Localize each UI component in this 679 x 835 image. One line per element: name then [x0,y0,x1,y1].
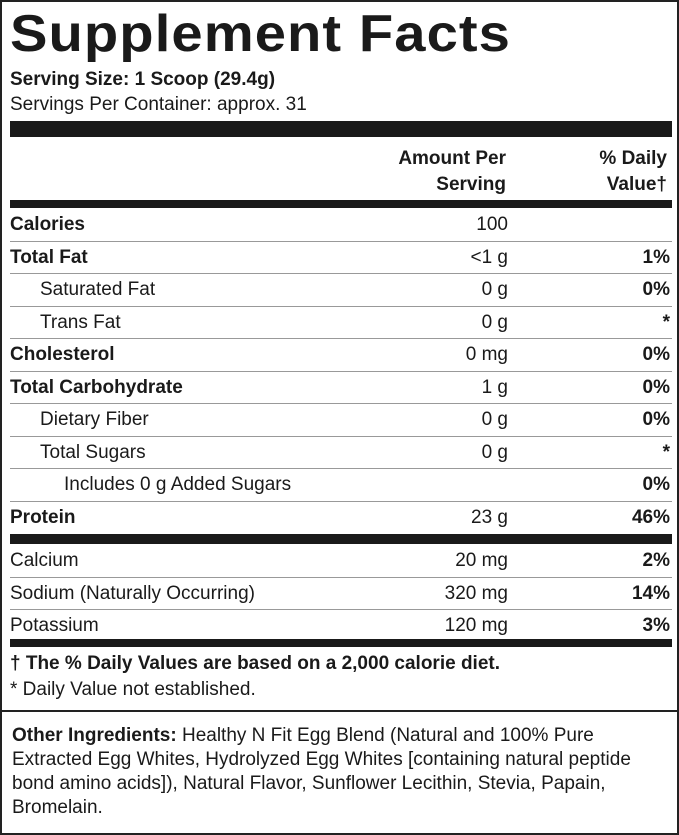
nutrient-amount: 100 [476,214,508,235]
nutrient-row: Sodium (Naturally Occurring) 320 mg 14% [10,578,672,610]
nutrient-amount: 1 g [481,376,508,398]
thick-divider [10,534,672,544]
nutrient-daily-value: 2% [642,550,670,571]
nutrient-name: Saturated Fat [40,279,156,300]
nutrient-row: Dietary Fiber 0 g 0% [10,404,672,437]
nutrient-row: Calcium 20 mg 2% [10,545,672,578]
nutrient-row: Total Carbohydrate 1 g 0% [10,372,672,404]
nutrient-amount: 0 mg [465,344,508,365]
amount-header-line1: Amount Per [398,148,506,169]
nutrient-name: Protein [10,506,76,528]
supplement-facts-panel: Supplement Facts Serving Size: 1 Scoop (… [0,0,679,712]
nutrient-daily-value: 46% [631,506,670,528]
nutrient-amount: 20 mg [455,550,508,571]
nutrient-row: Saturated Fat 0 g 0% [10,274,672,307]
nutrient-row: Trans Fat 0 g * [10,307,672,339]
other-ingredients: Other Ingredients: Healthy N Fit Egg Ble… [0,712,679,835]
nutrient-daily-value: 1% [642,246,670,268]
nutrient-name: Total Sugars [40,441,146,463]
nutrient-daily-value: 3% [642,615,670,636]
dv-header-line2: Value† [606,174,667,195]
serving-size: Serving Size: 1 Scoop (29.4g) [10,69,276,90]
nutrient-amount: 320 mg [444,582,508,604]
nutrient-name: Trans Fat [40,311,121,333]
nutrient-row: Calories 100 [10,209,672,242]
nutrient-daily-value: 0% [642,376,670,398]
nutrient-amount: 120 mg [444,615,508,636]
nutrient-name: Cholesterol [10,344,115,365]
nutrient-amount: 23 g [471,506,508,528]
nutrient-amount: 0 g [481,279,508,300]
daily-value-footnote: † The % Daily Values are based on a 2,00… [10,653,501,674]
thick-divider [10,639,672,647]
panel-title: Supplement Facts [10,5,511,63]
dv-header: % Daily Value† [599,146,667,198]
nutrient-name: Potassium [10,615,99,636]
servings-per-container: Servings Per Container: approx. 31 [10,94,307,115]
nutrient-row: Potassium 120 mg 3% [10,610,672,643]
amount-header: Amount Per Serving [398,146,506,198]
nutrient-amount: 0 g [481,409,508,430]
amount-header-line2: Serving [436,174,506,195]
other-ingredients-text: Healthy N Fit Egg Blend (Natural and 100… [12,725,631,818]
not-established-footnote: * Daily Value not established. [10,679,256,700]
nutrient-daily-value: 0% [642,279,670,300]
nutrient-daily-value: 0% [642,344,670,365]
nutrient-row: Cholesterol 0 mg 0% [10,339,672,372]
other-ingredients-label: Other Ingredients: [12,725,177,746]
nutrient-row: Total Fat <1 g 1% [10,242,672,274]
nutrient-daily-value: 0% [642,474,670,495]
nutrient-daily-value: 0% [642,409,670,430]
nutrient-name: Total Fat [10,246,88,268]
nutrient-name: Calcium [10,550,79,571]
nutrient-name: Calories [10,214,85,235]
nutrient-amount: 0 g [481,441,508,463]
thick-divider [10,121,672,137]
nutrient-name: Total Carbohydrate [10,376,183,398]
thick-divider [10,200,672,208]
nutrient-daily-value: * [662,441,670,463]
dv-header-line1: % Daily [599,148,667,169]
nutrient-row: Protein 23 g 46% [10,502,672,535]
nutrient-daily-value: * [662,311,670,333]
nutrient-name: Sodium (Naturally Occurring) [10,582,255,604]
nutrient-row: Total Sugars 0 g * [10,437,672,469]
nutrient-daily-value: 14% [631,582,670,604]
nutrient-amount: 0 g [481,311,508,333]
nutrient-amount: <1 g [470,246,508,268]
nutrient-name: Dietary Fiber [40,409,149,430]
nutrient-name: Includes 0 g Added Sugars [64,474,292,495]
nutrient-row: Includes 0 g Added Sugars 0% [10,469,672,502]
